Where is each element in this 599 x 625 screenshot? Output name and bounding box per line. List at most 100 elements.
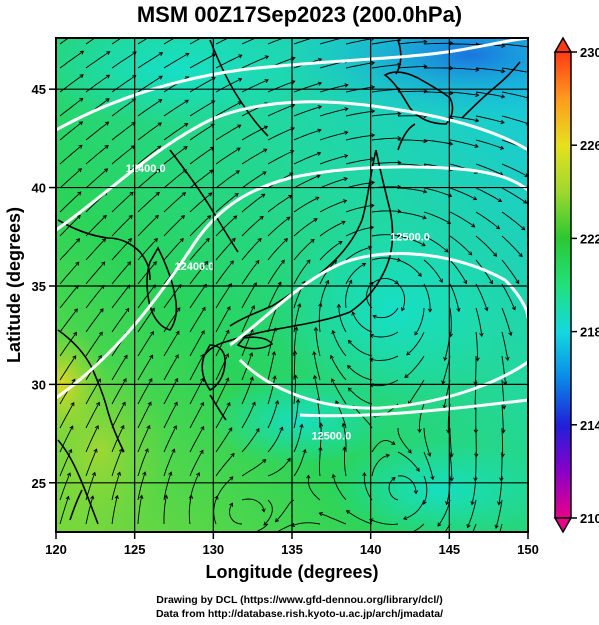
y-tick-label: 30 — [32, 377, 46, 392]
streamline-arrowhead — [351, 311, 356, 316]
streamline — [137, 192, 160, 213]
streamline-arrowhead — [279, 426, 284, 431]
streamline-arrowhead — [421, 242, 426, 247]
streamline — [59, 191, 82, 213]
streamline-arrowhead — [317, 105, 323, 110]
streamline-arrowhead — [484, 306, 489, 312]
streamline — [450, 43, 479, 46]
streamline — [85, 261, 106, 285]
streamline-arrowhead — [370, 109, 376, 114]
streamline — [293, 106, 322, 117]
streamline-arrowhead — [463, 279, 468, 285]
streamline-arrowhead — [445, 500, 450, 506]
streamline — [414, 307, 425, 336]
streamline-arrowhead — [171, 448, 176, 453]
streamline-arrowhead — [518, 253, 523, 258]
streamline — [241, 459, 266, 477]
streamline — [189, 146, 214, 165]
streamline — [370, 379, 399, 387]
streamline-arrowhead — [104, 144, 109, 149]
streamline — [189, 284, 207, 309]
streamline — [501, 307, 512, 336]
streamline-arrowhead — [515, 279, 520, 285]
streamline — [85, 238, 106, 261]
streamline — [137, 331, 154, 357]
streamline-arrowhead — [98, 331, 103, 336]
streamline — [397, 259, 422, 277]
streamline — [215, 38, 230, 45]
streamline — [423, 283, 431, 312]
streamline — [293, 129, 322, 141]
streamline — [189, 38, 203, 45]
streamline — [111, 378, 127, 405]
streamline-arrowhead — [404, 374, 409, 379]
streamline — [307, 475, 321, 501]
streamline-arrowhead — [225, 329, 230, 334]
streamline-arrowhead — [464, 546, 467, 550]
streamline — [319, 84, 348, 93]
streamline — [501, 427, 504, 457]
contour-labels: 12500.0 12500.0 12400.0 12400.0 — [126, 163, 430, 443]
streamline — [111, 284, 130, 309]
streamline — [59, 285, 79, 309]
streamline-arrowhead — [255, 259, 260, 265]
streamline-arrowhead — [468, 251, 473, 256]
streamline — [371, 162, 401, 165]
streamline — [319, 512, 347, 525]
streamline — [163, 146, 188, 165]
streamline-arrowhead — [184, 99, 189, 104]
streamline — [293, 82, 322, 93]
streamline — [343, 447, 347, 477]
streamline-arrowhead — [397, 209, 402, 214]
streamline — [449, 91, 479, 96]
streamline — [501, 163, 528, 177]
streamline-arrowhead — [230, 452, 235, 458]
streamline — [444, 523, 451, 532]
streamline-arrowhead — [174, 354, 179, 359]
streamline-arrowhead — [225, 377, 230, 382]
streamline-arrowhead — [79, 97, 84, 102]
streamline — [137, 215, 159, 237]
streamline — [137, 145, 161, 165]
streamline-arrowhead — [299, 423, 304, 428]
streamline-arrowhead — [129, 191, 134, 196]
streamline — [345, 263, 366, 285]
streamline-arrowhead — [127, 238, 133, 243]
streamline-arrowhead — [173, 401, 178, 406]
streamline-arrowhead — [271, 351, 277, 356]
streamline — [423, 427, 431, 457]
streamline — [498, 475, 503, 505]
streamline — [137, 354, 153, 381]
x-tick-label: 125 — [124, 542, 146, 557]
streamline — [163, 472, 172, 501]
streamline — [423, 139, 453, 145]
streamline — [345, 110, 375, 117]
streamline-arrowhead — [417, 428, 422, 434]
streamline — [163, 215, 185, 237]
streamline-arrowhead — [181, 192, 187, 197]
streamline — [267, 238, 288, 261]
streamline-arrowhead — [104, 168, 109, 173]
streamline-arrowhead — [180, 214, 186, 220]
streamline-arrowhead — [475, 67, 480, 72]
streamline-arrowhead — [172, 425, 177, 430]
streamline-arrowhead — [146, 424, 151, 430]
streamline-arrowhead — [80, 28, 84, 31]
x-tick-label: 145 — [438, 542, 460, 557]
streamline — [163, 238, 184, 261]
streamline-arrowhead — [344, 107, 349, 112]
streamline-arrowhead — [474, 118, 480, 123]
streamline-arrowhead — [341, 422, 346, 427]
streamline — [215, 377, 229, 405]
streamline-arrowhead — [128, 214, 133, 220]
streamline — [423, 42, 453, 45]
streamline-arrowhead — [264, 55, 270, 60]
streamline-arrowhead — [234, 192, 239, 197]
streamline — [291, 522, 321, 527]
streamline-arrowhead — [237, 77, 243, 82]
streamline — [229, 502, 243, 525]
streamline — [369, 355, 399, 361]
streamline — [85, 495, 94, 525]
streamline — [501, 67, 528, 73]
streamline — [85, 402, 100, 429]
